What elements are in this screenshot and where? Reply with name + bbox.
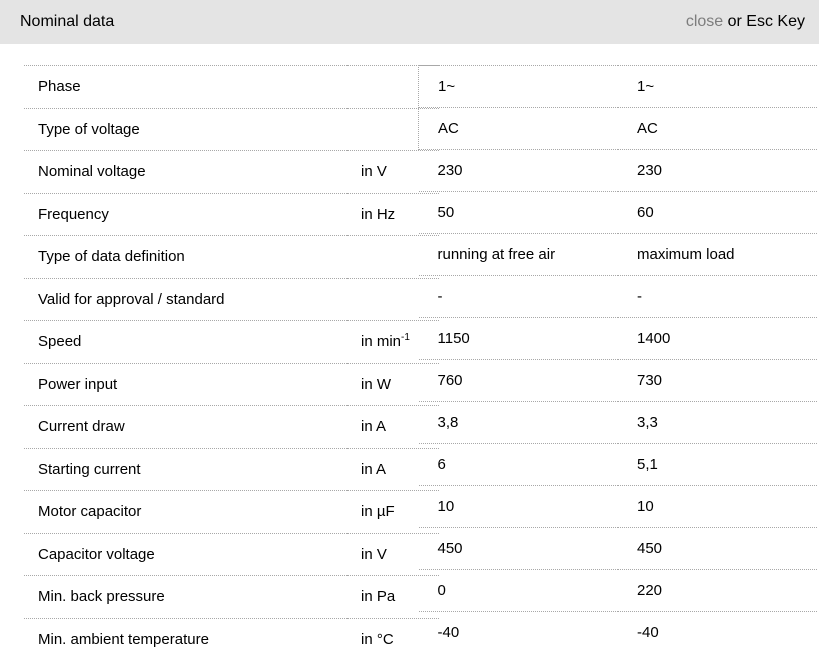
row-label: Speed (24, 320, 347, 363)
table-row: Power input in W (24, 362, 439, 406)
table-row: 230 230 (418, 149, 817, 192)
table-row: 0 220 (418, 569, 817, 612)
table-row: -- (418, 275, 817, 318)
row-value-2: AC (618, 107, 817, 150)
row-value-2: 10 (618, 485, 817, 528)
row-value-1: 1150 (418, 317, 618, 360)
table-row: 450 450 (418, 527, 817, 570)
table-row: 1150 1400 (418, 317, 817, 360)
row-label: Capacitor voltage (24, 532, 347, 576)
row-label: Type of voltage (24, 107, 347, 151)
row-value-1: 0 (418, 569, 618, 612)
row-value-1: 230 (418, 149, 618, 192)
row-value-1: 450 (418, 527, 618, 570)
dialog-header: Nominal data close or Esc Key (0, 0, 819, 44)
row-value-2: 730 (618, 359, 817, 402)
table-row: 3,8 3,3 (418, 401, 817, 444)
row-value-1: 1~ (418, 65, 618, 108)
row-value-1: -40 (418, 611, 618, 653)
row-value-2: 5,1 (618, 443, 817, 486)
table-row: Capacitor voltage in V (24, 532, 439, 576)
table-row: Min. back pressure in Pa (24, 575, 439, 618)
row-value-2: 3,3 (618, 401, 817, 444)
row-label: Nominal voltage (24, 150, 347, 193)
table-row: Motor capacitor in µF (24, 490, 439, 533)
row-label: Current draw (24, 405, 347, 448)
row-value-2: maximum load (618, 233, 817, 276)
table-row: 760 730 (418, 359, 817, 402)
row-value-2: 450 (618, 527, 817, 570)
row-label: Power input (24, 362, 347, 406)
table-row: AC AC (418, 107, 817, 150)
dialog-title: Nominal data (20, 13, 115, 30)
row-value-2: 60 (618, 191, 817, 234)
row-label: Motor capacitor (24, 490, 347, 533)
table-row: Starting current in A (24, 447, 439, 491)
unit-superscript: -1 (401, 332, 410, 344)
table-row: -40 -40 (418, 611, 817, 653)
row-label: Frequency (24, 192, 347, 236)
row-value-2: 1400 (618, 317, 817, 360)
right-table-body: 1~ 1~ AC AC 230 230 50 60 running at free air max… (418, 65, 817, 653)
row-label: Phase (24, 65, 347, 108)
close-hint-suffix: or Esc Key (723, 13, 805, 30)
row-value-1: 6 (418, 443, 618, 486)
table-row: Current draw in A (24, 405, 439, 448)
table-row: Type of data definition (24, 235, 439, 278)
close-button[interactable]: close (685, 13, 724, 30)
row-value-2: 220 (618, 569, 817, 612)
table-row: Valid for approval / standard (24, 277, 439, 321)
row-label: Min. ambient temperature (24, 617, 347, 654)
row-value-2: - (618, 275, 817, 318)
row-value-1: running at free air (418, 233, 618, 276)
row-value-1: 10 (418, 485, 618, 528)
row-value-1: - (418, 275, 618, 318)
table-row: Min. ambient temperature in °C (24, 617, 439, 654)
row-label: Valid for approval / standard (24, 277, 347, 321)
values-table: 1~ 1~ AC AC 230 230 50 60 running at free air max… (418, 65, 817, 653)
row-value-2: 1~ (618, 65, 817, 108)
table-row: 1~ 1~ (418, 65, 817, 108)
close-hint: close or Esc Key (686, 13, 805, 31)
table-row: Speed in min-1 (24, 320, 439, 363)
row-value-1: AC (418, 107, 618, 150)
row-value-1: 50 (418, 191, 618, 234)
table-row: Nominal voltage in V (24, 150, 439, 193)
table-row: 10 10 (418, 485, 817, 528)
row-label: Starting current (24, 447, 347, 491)
row-value-2: -40 (618, 611, 817, 653)
table-row: 50 60 (418, 191, 817, 234)
table-row: Frequency in Hz (24, 192, 439, 236)
table-row: Type of voltage (24, 107, 439, 151)
table-row: 6 5,1 (418, 443, 817, 486)
row-label: Type of data definition (24, 235, 347, 278)
row-value-2: 230 (618, 149, 817, 192)
row-value-1: 3,8 (418, 401, 618, 444)
table-row: Phase (24, 65, 439, 108)
row-value-1: 760 (418, 359, 618, 402)
table-row: running at free air maximum load (418, 233, 817, 276)
row-label: Min. back pressure (24, 575, 347, 618)
